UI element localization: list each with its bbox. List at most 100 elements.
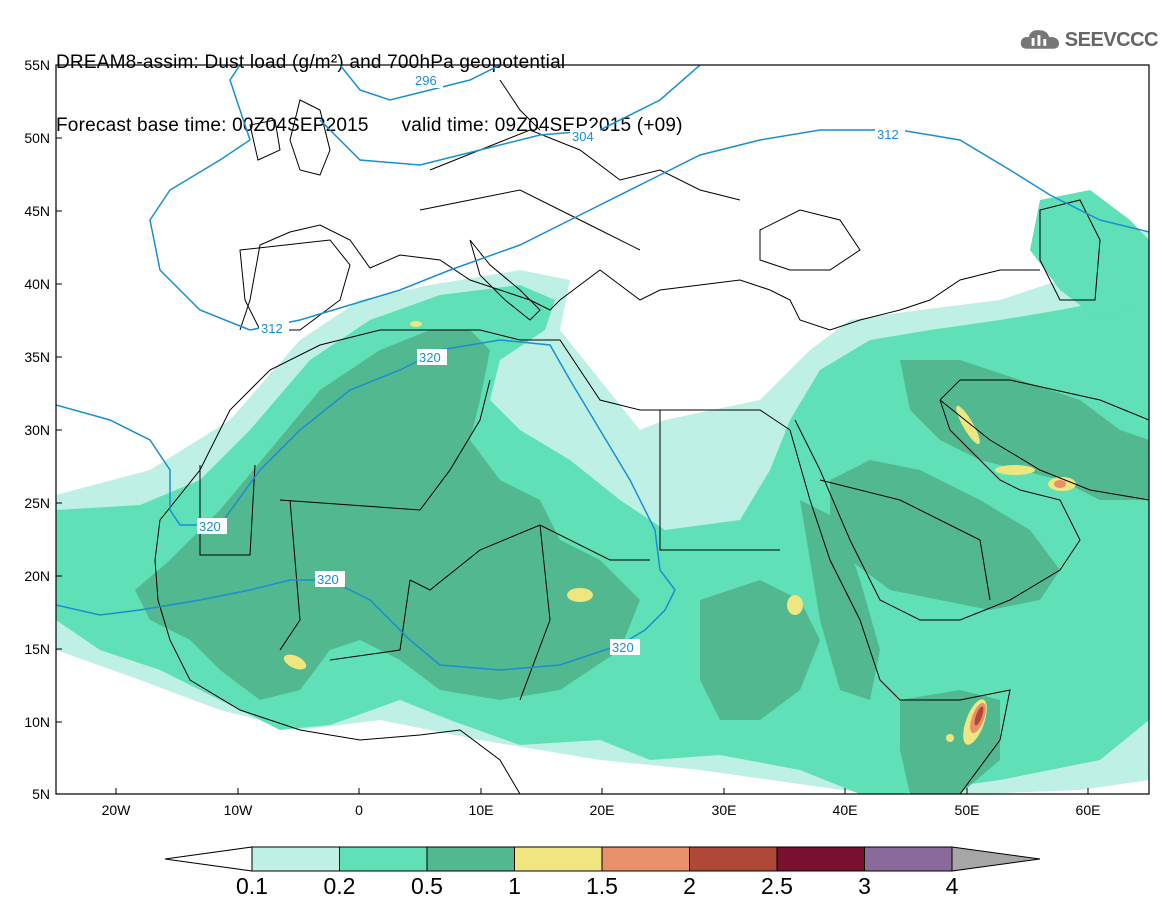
longitude-axis: 20W 10W 0 10E 20E 30E 40E 50E 60E: [102, 788, 1101, 818]
dust-high-2: [787, 595, 803, 615]
lon-label: 0: [355, 802, 363, 818]
border-4: [659, 410, 780, 551]
dust-dark-area-sahara: [135, 330, 640, 700]
latitude-axis: 55N 50N 45N 40N 35N 30N 25N 20N 15N 10N …: [24, 57, 62, 802]
coast-caspian: [1039, 199, 1101, 301]
contour-label: 320: [612, 640, 634, 655]
dust-high-11: [974, 706, 984, 726]
coast-redsea-west: [789, 429, 1011, 794]
contour-label: 304: [572, 129, 594, 144]
lon-label: 50E: [955, 802, 980, 818]
dust-dark-area-redsea: [800, 500, 880, 700]
colorbar-swatch: [864, 846, 953, 872]
coast-europe: [239, 224, 1040, 331]
contour-label: 312: [261, 321, 283, 336]
dust-dark-area-iran: [900, 360, 1149, 500]
border-1: [199, 464, 256, 556]
colorbar-swatch: [251, 846, 340, 872]
dust-high-12: [946, 734, 954, 742]
coast-blacksea: [759, 209, 861, 271]
lat-label: 55N: [24, 57, 50, 73]
dust-medium-area-caspian: [1030, 190, 1149, 320]
lat-label: 45N: [24, 203, 50, 219]
dust-high-4: [410, 321, 422, 327]
lat-label: 10N: [24, 714, 50, 730]
contour-312: [149, 65, 1149, 331]
logo-text: SEEVCCC: [1064, 28, 1159, 51]
lat-label: 50N: [24, 130, 50, 146]
title-line-1: DREAM8-assim: Dust load (g/m²) and 700hP…: [56, 52, 566, 73]
border-europe-1: [429, 129, 741, 201]
lat-label: 15N: [24, 641, 50, 657]
colorbar-label: 0.5: [411, 873, 443, 899]
lat-label: 5N: [32, 786, 50, 802]
contour-label: 320: [199, 519, 221, 534]
dust-high-1: [567, 588, 593, 602]
colorbar-label: 3: [858, 873, 871, 899]
colorbar-labels: 0.1 0.2 0.5 1 1.5 2 2.5 3 4: [236, 873, 959, 899]
lat-label: 25N: [24, 495, 50, 511]
border-2: [279, 379, 491, 511]
colorbar-left-arrow: [164, 846, 253, 872]
coast-africa-west: [154, 519, 521, 794]
coast-africa-north: [159, 329, 791, 521]
coast-arabia: [794, 399, 1081, 621]
dust-dark-area-arabia: [830, 460, 1060, 610]
colorbar-swatch: [776, 846, 865, 872]
colorbar-label: 1.5: [586, 873, 618, 899]
lat-label: 30N: [24, 422, 50, 438]
dust-dark-area-sudan: [700, 580, 820, 720]
dust-field: [56, 190, 1149, 794]
contour-label: 320: [419, 350, 441, 365]
colorbar-label: 0.1: [236, 873, 268, 899]
lon-label: 20W: [102, 802, 132, 818]
lat-label: 35N: [24, 349, 50, 365]
lon-label: 20E: [590, 802, 615, 818]
border-arabia-1: [819, 479, 991, 601]
border-3: [409, 524, 650, 591]
coastlines: [154, 79, 1149, 794]
colorbar-label: 4: [946, 873, 959, 899]
colorbar-label: 0.2: [324, 873, 356, 899]
colorbar: [164, 846, 1041, 872]
colorbar-swatch: [339, 846, 428, 872]
colorbar-label: 2: [683, 873, 696, 899]
coast-ireland: [249, 119, 281, 161]
dust-high-8: [1054, 480, 1066, 488]
contour-label: 320: [317, 572, 339, 587]
coast-gulf: [939, 399, 1149, 501]
contour-label: 312: [877, 127, 899, 142]
lat-label: 20N: [24, 568, 50, 584]
border-5: [519, 524, 551, 701]
lon-label: 10E: [469, 802, 494, 818]
colorbar-swatch: [689, 846, 778, 872]
border-europe-3: [499, 79, 541, 131]
contour-label: 296: [415, 73, 437, 88]
lon-label: 40E: [833, 802, 858, 818]
colorbar-swatch: [601, 846, 690, 872]
cloud-logo-icon: [1020, 30, 1060, 49]
colorbar-swatch: [514, 846, 603, 872]
coast-uk: [289, 99, 331, 176]
colorbar-right-arrow: [951, 846, 1041, 872]
border-europe-2: [419, 189, 641, 251]
coast-iberia: [239, 239, 351, 331]
colorbar-swatch: [426, 846, 515, 872]
coast-italy: [469, 239, 541, 321]
colorbar-label: 2.5: [761, 873, 793, 899]
lon-label: 10W: [224, 802, 254, 818]
contour-label-group: 296 304 312 312 320 320 320 320: [197, 72, 905, 655]
dust-high-6: [995, 465, 1035, 475]
dust-high-3: [283, 654, 307, 670]
border-7: [279, 499, 301, 651]
contour-304: [319, 65, 701, 166]
border-6: [329, 579, 411, 661]
lon-label: 60E: [1076, 802, 1101, 818]
seevccc-logo: SEEVCCC: [1018, 24, 1159, 56]
lat-label: 40N: [24, 276, 50, 292]
dust-high-5: [956, 405, 980, 445]
contour-296: [339, 65, 501, 101]
colorbar-label: 1: [508, 873, 521, 899]
lon-label: 30E: [712, 802, 737, 818]
